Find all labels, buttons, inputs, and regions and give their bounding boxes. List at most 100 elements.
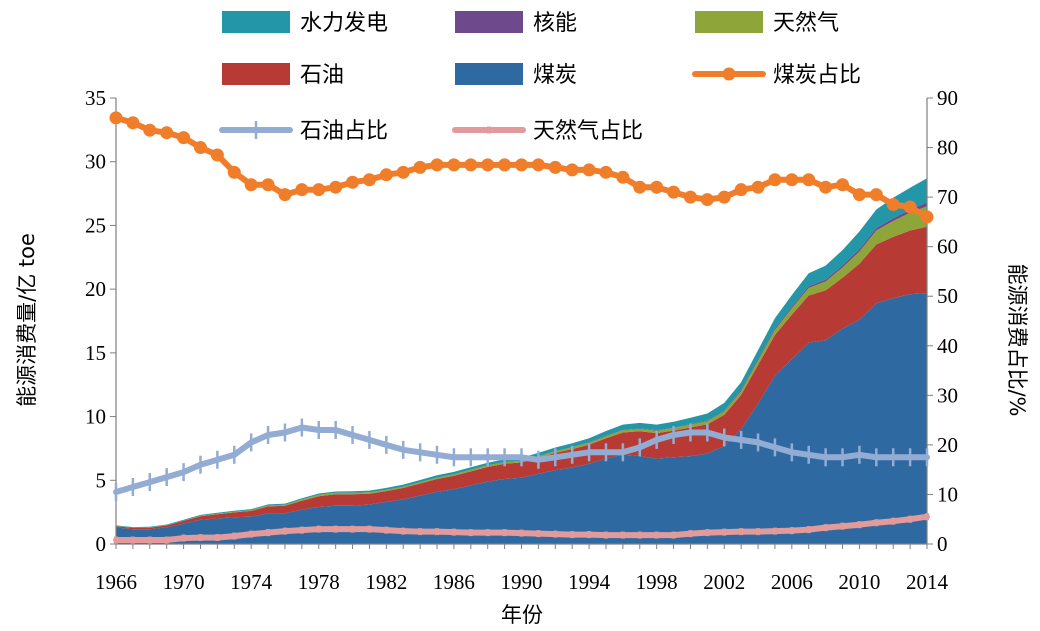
marker-煤炭占比: [920, 210, 934, 224]
stacked-area-layer: [116, 178, 927, 544]
y-right-tick-label: 90: [937, 86, 958, 110]
marker-煤炭占比: [160, 126, 174, 140]
legend-swatch-煤炭: [455, 63, 523, 85]
marker-煤炭占比: [717, 190, 731, 204]
y-left-tick-label: 0: [96, 532, 107, 556]
legend-swatch-水力发电: [222, 11, 290, 33]
marker-煤炭占比: [278, 188, 292, 202]
marker-煤炭占比: [869, 188, 883, 202]
marker-煤炭占比: [785, 173, 799, 187]
y-right-tick-label: 40: [937, 334, 958, 358]
x-tick-label: 2002: [703, 570, 745, 594]
x-tick-label: 1982: [365, 570, 407, 594]
legend-swatch-核能: [455, 11, 523, 33]
y-left-tick-label: 20: [85, 277, 106, 301]
y-right-tick-label: 0: [937, 532, 948, 556]
marker-煤炭占比: [548, 160, 562, 174]
legend-swatch-石油: [222, 63, 290, 85]
marker-煤炭占比: [362, 173, 376, 187]
marker-煤炭占比: [126, 116, 140, 130]
marker-煤炭占比: [852, 188, 866, 202]
legend-label-石油: 石油: [300, 63, 344, 88]
marker-煤炭占比: [734, 183, 748, 197]
y-right-tick-label: 70: [937, 185, 958, 209]
x-tick-label: 1986: [433, 570, 475, 594]
y-left-tick-label: 15: [85, 341, 106, 365]
x-tick-label: 1978: [298, 570, 340, 594]
marker-煤炭占比: [193, 141, 207, 155]
legend-marker-煤炭占比: [722, 67, 736, 81]
marker-煤炭占比: [227, 165, 241, 179]
series-天然气占比: [113, 513, 930, 544]
marker-煤炭占比: [177, 131, 191, 145]
y-right-tick-label: 50: [937, 284, 958, 308]
marker-煤炭占比: [379, 168, 393, 182]
series-煤炭占比: [109, 111, 934, 224]
series-石油占比: [113, 418, 930, 501]
y-left-tick-label: 30: [85, 150, 106, 174]
marker-煤炭占比: [346, 175, 360, 189]
marker-煤炭占比: [802, 173, 816, 187]
marker-煤炭占比: [565, 163, 579, 177]
legend-item-石油占比: 石油占比: [219, 119, 388, 144]
y-axis-title-left: 能源消费量/亿 toe: [15, 233, 39, 407]
y-left-tick-label: 10: [85, 405, 106, 429]
x-tick-label: 1974: [230, 570, 273, 594]
legend-label-石油占比: 石油占比: [300, 119, 388, 144]
marker-煤炭占比: [768, 173, 782, 187]
axes-layer: 0 5 10 15 20 25 30 35 0 10 20 30 40 50 60 70 80 90 1966 197…: [85, 86, 958, 594]
x-tick-label: 2014: [906, 570, 949, 594]
marker-煤炭占比: [683, 190, 697, 204]
marker-煤炭占比: [633, 180, 647, 194]
y-left-tick-label: 5: [96, 468, 107, 492]
marker-煤炭占比: [464, 158, 478, 172]
legend-item-天然气占比: 天然气占比: [452, 119, 643, 144]
x-tick-label: 1970: [163, 570, 205, 594]
y-right-tick-label: 80: [937, 136, 958, 160]
y-left-tick-label: 25: [85, 213, 106, 237]
marker-煤炭占比: [413, 160, 427, 174]
marker-煤炭占比: [143, 123, 157, 137]
legend-label-天然气: 天然气: [773, 11, 839, 36]
y-right-tick-label: 10: [937, 482, 958, 506]
legend-label-核能: 核能: [533, 11, 577, 36]
marker-煤炭占比: [700, 193, 714, 207]
area-煤炭: [116, 293, 927, 544]
legend-item-煤炭: 煤炭: [455, 63, 577, 88]
legend-item-石油: 石油: [222, 63, 344, 88]
x-tick-label: 2006: [771, 570, 813, 594]
marker-煤炭占比: [903, 200, 917, 214]
x-tick-label: 1994: [568, 570, 611, 594]
x-tick-label: 1966: [95, 570, 137, 594]
marker-煤炭占比: [515, 158, 528, 172]
marker-煤炭占比: [329, 180, 343, 194]
y-right-tick-label: 20: [937, 433, 958, 457]
y-axis-title-right: 能源消费占比/%: [1005, 263, 1029, 416]
marker-煤炭占比: [295, 183, 309, 197]
legend-label-煤炭: 煤炭: [533, 63, 577, 88]
marker-煤炭占比: [312, 183, 326, 197]
y-right-tick-label: 60: [937, 235, 958, 259]
x-tick-label: 1998: [636, 570, 678, 594]
share-lines-layer: [109, 111, 934, 544]
marker-煤炭占比: [819, 180, 833, 194]
marker-煤炭占比: [244, 178, 258, 192]
marker-煤炭占比: [109, 111, 123, 125]
marker-煤炭占比: [430, 158, 444, 172]
marker-煤炭占比: [261, 178, 275, 192]
y-left-tick-label: 35: [85, 86, 106, 110]
x-tick-label: 1990: [501, 570, 543, 594]
legend-item-核能: 核能: [455, 11, 577, 36]
legend-item-天然气: 天然气: [695, 11, 839, 36]
marker-煤炭占比: [396, 165, 410, 179]
marker-煤炭占比: [531, 158, 545, 172]
marker-煤炭占比: [751, 180, 765, 194]
marker-煤炭占比: [836, 178, 850, 192]
marker-煤炭占比: [447, 158, 461, 172]
y-right-tick-label: 30: [937, 383, 958, 407]
marker-煤炭占比: [210, 148, 224, 162]
marker-煤炭占比: [667, 185, 681, 199]
marker-煤炭占比: [481, 158, 495, 172]
